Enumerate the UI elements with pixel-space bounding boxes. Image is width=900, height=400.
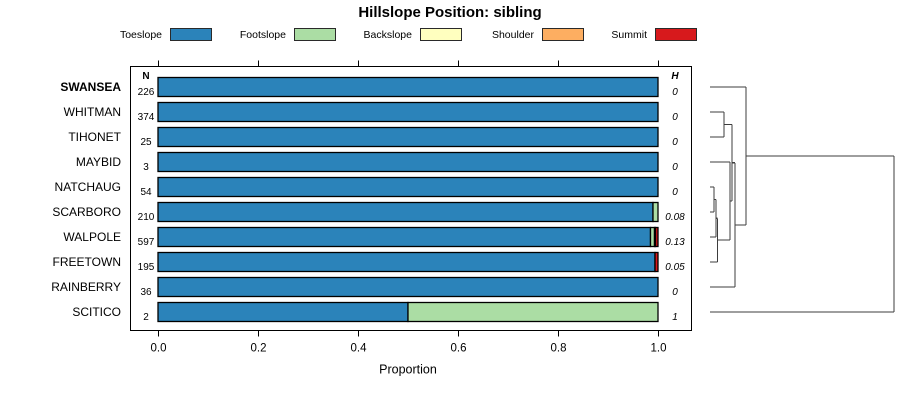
h-value: 0.05 — [665, 262, 685, 273]
bar-segment-summit — [654, 226, 659, 248]
legend-swatch-footslope — [294, 28, 336, 41]
h-value: 0 — [672, 287, 678, 298]
series-label-scarboro: SCARBORO — [52, 205, 121, 219]
legend-label: Toeslope — [119, 28, 162, 41]
x-axis: 0.0 0.2 0.4 0.6 0.8 1.0 Proportion — [151, 60, 667, 377]
h-value: 0.13 — [665, 237, 685, 248]
n-value: 597 — [138, 237, 155, 248]
bar-segment-toeslope — [157, 76, 659, 98]
x-axis-label: Proportion — [379, 363, 437, 377]
chart-title: Hillslope Position: sibling — [358, 4, 542, 21]
bar-segment-summit — [654, 251, 659, 273]
x-axis-tick-label: 0.4 — [351, 343, 368, 355]
legend-swatch-shoulder — [542, 28, 584, 41]
series-label-natchaug: NATCHAUG — [55, 180, 121, 194]
n-value: 195 — [138, 262, 155, 273]
row-walpole: WALPOLE 597 0.13 — [63, 226, 685, 248]
series-label-maybid: MAYBID — [76, 155, 121, 169]
bar-segment-toeslope — [157, 301, 409, 323]
dendrogram — [710, 86, 895, 313]
legend-item-toeslope: Toeslope — [70, 27, 212, 42]
n-value: 210 — [138, 212, 155, 223]
h-value: 0 — [672, 162, 678, 173]
h-value: 0.08 — [665, 212, 685, 223]
row-swansea: SWANSEA 226 0 — [60, 76, 678, 98]
bar-segment-toeslope — [157, 151, 659, 173]
legend-label: Footslope — [239, 28, 286, 41]
row-tihonet: TIHONET 25 0 — [68, 126, 678, 148]
bar-segment-toeslope — [157, 251, 656, 273]
plot-frame — [130, 66, 692, 331]
h-value: 1 — [672, 312, 678, 323]
legend-item-footslope: Footslope — [194, 27, 336, 42]
legend-label: Summit — [611, 28, 647, 41]
n-value: 226 — [138, 87, 155, 98]
series-label-swansea: SWANSEA — [60, 80, 121, 94]
h-value: 0 — [672, 137, 678, 148]
bar-segment-toeslope — [157, 101, 659, 123]
h-column-header: H — [671, 71, 679, 82]
bar-segment-toeslope — [157, 126, 659, 148]
n-value: 36 — [140, 287, 152, 298]
legend-label: Backslope — [363, 28, 412, 41]
x-axis-tick-label: 0.2 — [251, 343, 267, 355]
bar-segment-toeslope — [157, 276, 659, 298]
n-value: 374 — [138, 112, 155, 123]
row-rainberry: RAINBERRY 36 0 — [51, 276, 678, 298]
x-axis-tick-label: 0.0 — [151, 343, 167, 355]
n-value: 25 — [140, 137, 152, 148]
h-value: 0 — [672, 112, 678, 123]
legend-item-summit: Summit — [555, 27, 697, 42]
series-label-whitman: WHITMAN — [64, 105, 121, 119]
series-label-freetown: FREETOWN — [53, 255, 121, 269]
n-value: 3 — [143, 162, 149, 173]
legend-swatch-summit — [655, 28, 697, 41]
bar-segment-footslope — [407, 301, 659, 323]
bar-segment-toeslope — [157, 226, 652, 248]
x-axis-tick-label: 0.6 — [451, 343, 467, 355]
legend-swatch-backslope — [420, 28, 462, 41]
n-value: 2 — [143, 312, 149, 323]
series-label-tihonet: TIHONET — [68, 130, 121, 144]
legend-swatch-toeslope — [170, 28, 212, 41]
row-maybid: MAYBID 3 0 — [76, 151, 678, 173]
row-scitico: SCITICO 2 1 — [72, 301, 678, 323]
series-label-walpole: WALPOLE — [63, 230, 121, 244]
row-scarboro: SCARBORO 210 0.08 — [52, 201, 685, 223]
bar-segment-toeslope — [157, 176, 659, 198]
n-column-header: N — [142, 71, 149, 82]
series-label-rainberry: RAINBERRY — [51, 280, 121, 294]
legend-item-backslope: Backslope — [320, 27, 462, 42]
row-whitman: WHITMAN 374 0 — [64, 101, 678, 123]
h-value: 0 — [672, 187, 678, 198]
bar-segment-footslope — [652, 201, 659, 223]
series-label-scitico: SCITICO — [72, 305, 121, 319]
bar-segment-toeslope — [157, 201, 654, 223]
h-value: 0 — [672, 87, 678, 98]
n-value: 54 — [140, 187, 152, 198]
row-freetown: FREETOWN 195 0.05 — [53, 251, 685, 273]
legend-item-shoulder: Shoulder — [442, 27, 584, 42]
x-axis-tick-label: 0.8 — [551, 343, 567, 355]
row-natchaug: NATCHAUG 54 0 — [55, 176, 678, 198]
x-axis-tick-label: 1.0 — [651, 343, 667, 355]
legend-label: Shoulder — [491, 28, 534, 41]
